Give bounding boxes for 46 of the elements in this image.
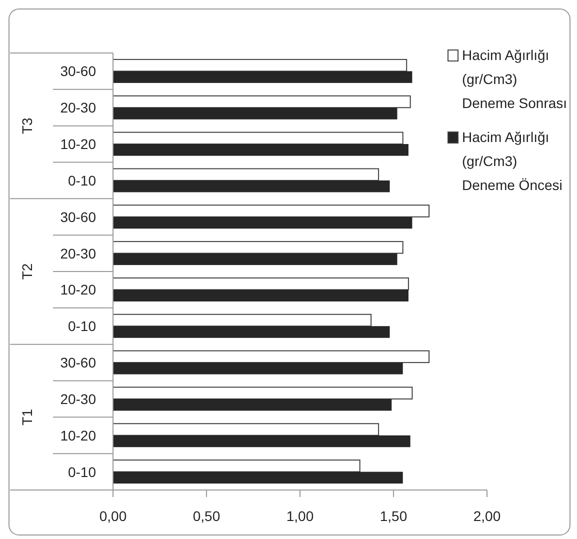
x-tick-label: 0,50	[192, 508, 220, 524]
bar	[112, 132, 404, 145]
y-tick-label: 30-60	[60, 63, 96, 80]
y-tick-label: 10-20	[60, 427, 96, 444]
bar	[113, 472, 403, 484]
bar	[112, 204, 430, 218]
text: T2	[19, 263, 35, 280]
y-tick-label: 20-30	[60, 390, 96, 407]
bar	[113, 144, 408, 156]
bar	[113, 71, 412, 83]
x-tick-label: 1,50	[380, 508, 408, 524]
bar	[112, 350, 430, 364]
legend-label: Hacim Ağırlığı (gr/Cm3) Deneme Sonrası	[462, 47, 568, 111]
bar	[112, 314, 372, 327]
bar	[112, 460, 360, 472]
legend-label: Hacim Ağırlığı (gr/Cm3) Deneme Öncesi	[462, 129, 562, 193]
bar	[113, 398, 392, 411]
bar	[113, 253, 398, 266]
bar	[112, 241, 404, 254]
bar	[112, 168, 380, 181]
bar	[112, 423, 380, 436]
text: T3	[19, 117, 35, 134]
bar	[113, 216, 412, 229]
bar	[112, 58, 408, 72]
bar	[113, 326, 390, 338]
y-tick-label: 20-30	[60, 245, 96, 262]
x-tick-label: 2,00	[473, 508, 501, 524]
x-tick-label: 0,00	[99, 508, 127, 524]
bar	[113, 290, 408, 302]
y-tick-label: 0-10	[68, 464, 96, 480]
bar	[113, 362, 403, 374]
y-tick-label: 20-30	[60, 100, 96, 116]
x-tick-label: 1,00	[286, 508, 314, 524]
bar	[112, 277, 409, 290]
y-tick-label: 0-10	[68, 172, 96, 188]
bar	[112, 386, 413, 400]
bar	[113, 180, 390, 192]
bar	[112, 95, 411, 108]
bar	[113, 108, 398, 120]
y-tick-label: 0-10	[68, 318, 96, 334]
y-tick-label: 10-20	[60, 282, 96, 298]
bar	[113, 435, 410, 448]
text: T1	[19, 408, 35, 426]
y-tick-label: 30-60	[60, 354, 96, 371]
y-tick-label: 30-60	[60, 208, 96, 225]
y-tick-label: 10-20	[60, 136, 96, 152]
